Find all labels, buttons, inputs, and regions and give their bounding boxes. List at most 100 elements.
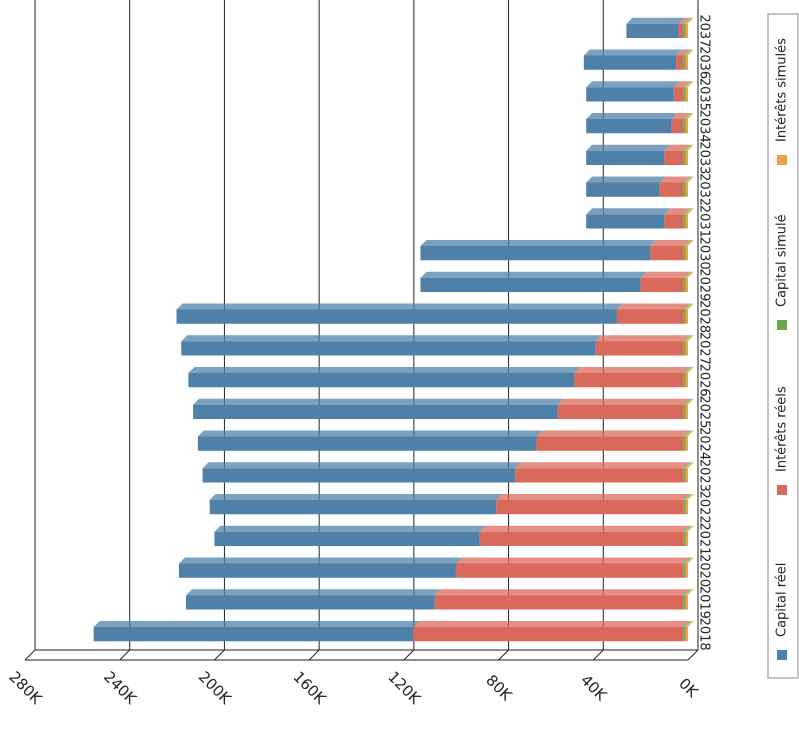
bar [678, 23, 684, 39]
bar [683, 118, 686, 134]
bar-top [685, 176, 694, 183]
bar-top [650, 239, 690, 246]
bar [586, 118, 672, 134]
y-tick-label: 2027 [697, 332, 712, 365]
bar-top [671, 112, 690, 119]
bar [671, 118, 684, 134]
bar [202, 468, 516, 483]
bar [683, 55, 686, 70]
bar [586, 182, 660, 197]
bar-top [685, 398, 694, 405]
y-tick-label: 2035 [697, 78, 712, 111]
bar-top [586, 176, 666, 183]
bar [595, 341, 684, 356]
bar [93, 626, 414, 642]
bar-top [685, 49, 694, 56]
bar [683, 404, 686, 420]
bar [574, 372, 684, 388]
bar-top [685, 620, 694, 627]
bar-top [683, 144, 692, 151]
bar [685, 499, 688, 515]
bar-top [683, 493, 692, 500]
bar [683, 23, 686, 39]
bar [683, 499, 686, 515]
bar-top [434, 589, 690, 596]
bar [586, 150, 665, 166]
x-tick-label: 40K [577, 671, 611, 705]
bar [685, 118, 688, 134]
bar-top [683, 303, 692, 310]
bar-top [685, 366, 694, 373]
y-tick-label: 2023 [697, 459, 712, 492]
legend-swatch [777, 650, 787, 660]
bar [683, 531, 686, 547]
bar [685, 245, 688, 261]
bar-top [496, 493, 690, 500]
bar-top [683, 208, 692, 215]
bar [685, 595, 688, 610]
bar [683, 468, 686, 483]
bar [685, 404, 688, 420]
bar-top [574, 366, 690, 373]
x-tick-label: 80K [482, 671, 516, 705]
bar [685, 23, 688, 39]
bar [683, 277, 686, 293]
bar-top [683, 620, 692, 627]
bar-top [683, 49, 692, 56]
bar-top [536, 430, 690, 437]
bar-top [685, 557, 694, 564]
y-tick-label: 2032 [697, 173, 712, 206]
bar [176, 309, 617, 324]
legend-swatch [777, 155, 787, 165]
bar-top [202, 462, 522, 469]
bar [685, 626, 688, 642]
bar-top [685, 239, 694, 246]
bar-top [683, 589, 692, 596]
bar-top [188, 366, 581, 373]
legend-label: Intérêts simulés [775, 38, 790, 142]
bar [214, 531, 480, 547]
bar [664, 150, 684, 166]
bar [683, 341, 686, 356]
grid-line [214, 649, 225, 661]
bar-top [586, 144, 671, 151]
bar [515, 468, 684, 483]
bar-top [683, 557, 692, 564]
bar [683, 182, 686, 197]
bar-top [420, 271, 647, 278]
bar [586, 87, 674, 102]
bar-top [685, 303, 694, 310]
bar [685, 563, 688, 578]
bar-top [178, 557, 462, 564]
bar [557, 404, 684, 420]
legend-swatch [777, 320, 787, 330]
bar-top [685, 144, 694, 151]
bar-top [659, 176, 690, 183]
bar-top [683, 525, 692, 532]
bar [186, 595, 435, 610]
bar-top [683, 17, 692, 24]
bar-top [181, 335, 602, 342]
bar [616, 309, 684, 324]
bar-top [685, 462, 694, 469]
y-tick-label: 2037 [697, 14, 712, 47]
bar [685, 372, 688, 388]
bar [683, 595, 686, 610]
bar-top [685, 335, 694, 342]
bar [685, 277, 688, 293]
bar [685, 150, 688, 166]
bar-top [479, 525, 690, 532]
bar-top [685, 17, 694, 24]
bar-top [683, 366, 692, 373]
bar [434, 595, 684, 610]
bar [685, 436, 688, 451]
y-tick-label: 2026 [697, 364, 712, 397]
bar [650, 245, 684, 261]
bar [188, 372, 575, 388]
bar-top [413, 620, 690, 627]
x-tick-label: 200K [195, 668, 236, 709]
y-tick-label: 2025 [697, 395, 712, 428]
bar [420, 245, 651, 261]
bar [209, 499, 497, 515]
